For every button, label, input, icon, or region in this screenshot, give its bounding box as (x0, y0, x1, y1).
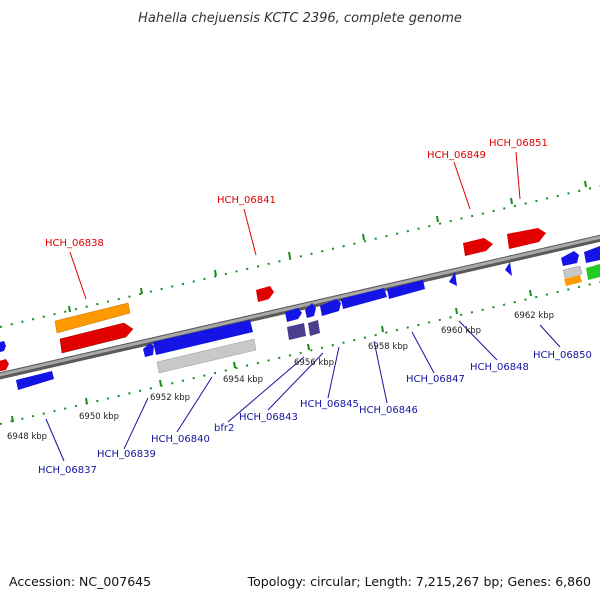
map-title: Hahella chejuensis KCTC 2396, complete g… (138, 11, 462, 26)
gene-blue-right-b (584, 246, 600, 263)
bottom-leader-lines (45, 320, 561, 462)
gene-label-bottom: bfr2 (214, 423, 234, 434)
gene-label-bottom: HCH_06845 (300, 399, 359, 410)
gene-label-top: HCH_06838 (45, 238, 104, 249)
gene-green-right (586, 264, 600, 280)
gene-blue-right-a (561, 251, 579, 266)
gene-features (0, 228, 600, 390)
gene-blue-06846 (341, 288, 387, 309)
gene-red-06849 (463, 238, 493, 256)
gene-gray-right (562, 265, 583, 279)
gene-label-bottom: HCH_06840 (151, 434, 210, 445)
gene-blue-06845 (320, 299, 341, 316)
gene-label-bottom: HCH_06850 (533, 350, 592, 361)
gene-blue-06850 (505, 262, 512, 276)
gene-gray-06840 (156, 338, 257, 374)
gene-partial-left-red (0, 359, 9, 372)
gene-navy-a (287, 323, 306, 340)
genome-summary-text: Topology: circular; Length: 7,215,267 bp… (247, 574, 591, 589)
tick-label: 6950 kbp (79, 412, 119, 422)
top-gene-labels: HCH_06838 HCH_06841 HCH_06849 HCH_06851 (45, 138, 548, 249)
gene-blue-06848 (449, 272, 457, 286)
gene-orange-right (564, 275, 582, 286)
gene-label-bottom: HCH_06848 (470, 362, 529, 373)
gene-blue-06847 (387, 280, 425, 299)
tick-label: 6958 kbp (368, 342, 408, 352)
major-ticks (11, 180, 587, 423)
gene-orange-left (54, 302, 131, 334)
tick-labels: 6948 kbp 6950 kbp 6952 kbp 6954 kbp 6956… (7, 311, 554, 442)
gene-navy-b (308, 320, 320, 336)
tick-label: 6960 kbp (441, 326, 481, 336)
bottom-gene-labels: HCH_06837 HCH_06839 HCH_06840 bfr2 HCH_0… (38, 350, 592, 476)
genome-backbone (0, 234, 600, 380)
gene-blue-small-06839 (143, 343, 154, 357)
gene-blue-06843 (305, 303, 316, 318)
gene-blue-06840 (153, 320, 253, 355)
gene-label-top: HCH_06841 (217, 195, 276, 206)
tick-label: 6962 kbp (514, 311, 554, 321)
accession-text: Accession: NC_007645 (9, 574, 151, 589)
gene-label-top: HCH_06851 (489, 138, 548, 149)
gene-red-06851 (507, 228, 546, 249)
gene-label-top: HCH_06849 (427, 150, 486, 161)
gene-label-bottom: HCH_06847 (406, 374, 465, 385)
tick-label: 6948 kbp (7, 432, 47, 442)
gene-label-bottom: HCH_06843 (239, 412, 298, 423)
gene-blue-06837 (16, 371, 54, 390)
inner-tick-track (0, 281, 600, 425)
gene-red-06841 (256, 286, 274, 302)
gene-blue-bfr2 (285, 308, 302, 322)
gene-partial-left-blue (0, 341, 6, 352)
outer-tick-track (0, 185, 600, 328)
tick-label: 6952 kbp (150, 393, 190, 403)
gene-label-bottom: HCH_06837 (38, 465, 97, 476)
gene-red-left (59, 322, 134, 354)
tick-label: 6954 kbp (223, 375, 263, 385)
gene-label-bottom: HCH_06839 (97, 449, 156, 460)
gene-label-bottom: HCH_06846 (359, 405, 418, 416)
tick-label: 6956 kbp (294, 358, 334, 368)
top-leader-lines (69, 151, 521, 300)
